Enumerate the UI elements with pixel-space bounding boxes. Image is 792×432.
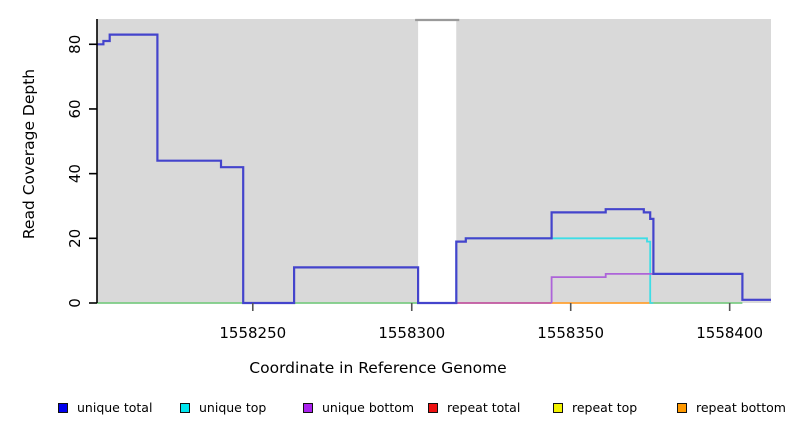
x-tick-label: 1558350 xyxy=(537,324,604,342)
y-tick-label: 40 xyxy=(66,164,84,183)
masked-region xyxy=(418,19,457,303)
y-axis-title: Read Coverage Depth xyxy=(20,68,38,240)
x-tick-label: 1558250 xyxy=(219,324,286,342)
x-tick-label: 1558300 xyxy=(378,324,445,342)
x-axis-title: Coordinate in Reference Genome xyxy=(249,359,507,377)
y-tick-label: 0 xyxy=(66,298,84,308)
y-tick-label: 20 xyxy=(66,229,84,248)
y-tick-label: 60 xyxy=(66,99,84,118)
y-tick-label: 80 xyxy=(66,35,84,54)
series-line-unique-total xyxy=(97,33,771,305)
x-tick-label: 1558400 xyxy=(696,324,763,342)
